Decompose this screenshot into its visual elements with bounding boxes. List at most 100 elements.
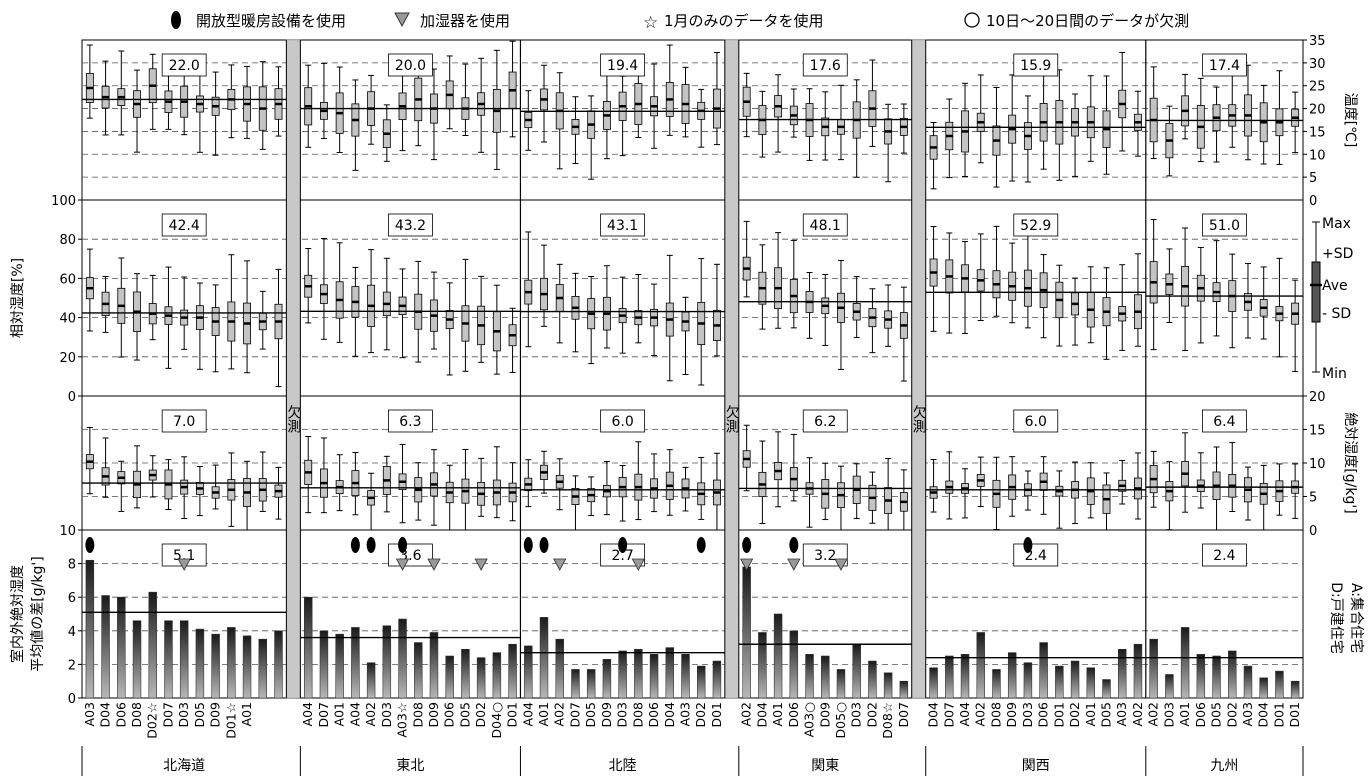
open-heater-marker <box>618 537 628 553</box>
average-label-box <box>600 53 646 77</box>
average-label: 17.4 <box>1209 58 1240 74</box>
category-label: D09 <box>208 702 223 728</box>
bar <box>1180 627 1190 699</box>
bar <box>211 633 220 699</box>
humidifier-marker <box>834 558 848 571</box>
bar <box>242 635 252 699</box>
category-label: D03 <box>1161 702 1176 728</box>
bar <box>227 627 236 699</box>
bar <box>366 662 376 699</box>
bar <box>649 654 659 699</box>
y-tick-label: 0 <box>1309 194 1317 209</box>
humidifier-marker <box>631 558 646 571</box>
open-circle-icon <box>964 12 980 28</box>
open-heater-marker <box>523 537 533 553</box>
open-heater-marker <box>539 537 549 553</box>
average-label-box <box>802 213 848 237</box>
category-label: A04 <box>347 702 362 727</box>
humidifier-marker <box>177 558 191 571</box>
bar <box>179 620 189 699</box>
y-tick-label: 6 <box>68 591 76 606</box>
region-name: 北陸 <box>609 758 637 774</box>
region-name: 東北 <box>396 758 424 774</box>
bar <box>992 669 1001 699</box>
average-label-box <box>802 409 848 433</box>
bar <box>665 647 675 699</box>
y-tick-label: 40 <box>59 312 76 327</box>
gray-down-triangle-icon <box>394 12 410 28</box>
bar <box>164 620 173 699</box>
category-label: A01 <box>770 702 785 726</box>
category-label: D01 <box>1287 702 1302 728</box>
category-label: A03 <box>82 702 97 726</box>
bar <box>1290 680 1300 699</box>
bar <box>85 559 95 699</box>
category-label: D01 <box>709 702 724 728</box>
y-tick-label: 10 <box>1309 457 1326 472</box>
y-tick-label: 5 <box>1309 491 1317 506</box>
bar <box>929 667 938 699</box>
category-label: D03 <box>176 702 191 728</box>
category-label: D05○ <box>833 702 848 739</box>
bar <box>445 655 454 699</box>
average-label-box <box>1013 409 1059 433</box>
open-heater-marker <box>350 537 360 553</box>
category-label: A03 <box>1114 702 1129 726</box>
bar <box>1212 655 1221 699</box>
category-label: A01 <box>536 702 551 726</box>
humidifier-marker <box>474 558 488 571</box>
panel-ah <box>81 395 1304 531</box>
y-axis-label-rh: 相対湿度[%] <box>10 258 26 338</box>
category-label: D08 <box>129 702 144 728</box>
category-label: D07 <box>941 702 956 728</box>
category-label: A01 <box>1083 702 1098 726</box>
average-label-box <box>1013 53 1059 77</box>
bar <box>539 617 549 699</box>
category-label: D06 <box>113 702 128 728</box>
category-label: D08 <box>630 702 645 728</box>
y-axis-label-temp: 温度[℃] <box>1342 93 1358 148</box>
boxes-temp <box>85 40 1300 190</box>
open-heater-marker <box>366 537 376 553</box>
category-label: D08☆ <box>880 702 895 739</box>
bar <box>508 643 517 699</box>
category-label: D09 <box>599 702 614 728</box>
bar <box>945 655 954 699</box>
housing-legend-d: D:戸建住宅 <box>1328 582 1344 654</box>
bar <box>821 655 830 699</box>
average-label: 43.2 <box>395 218 426 234</box>
category-label: D02☆ <box>145 702 160 739</box>
category-label: D02 <box>1224 702 1239 728</box>
average-label: 43.1 <box>607 218 638 234</box>
bar <box>303 596 313 699</box>
open-heater-marker <box>85 537 95 553</box>
bar <box>476 657 486 699</box>
average-label: 22.0 <box>169 58 200 74</box>
humidifier-marker <box>553 558 567 571</box>
bar <box>414 642 423 699</box>
category-label: D09 <box>817 702 832 728</box>
bar <box>492 652 502 699</box>
legend-humidifier: 加湿器を使用 <box>420 12 510 30</box>
y-tick-label: 0 <box>68 390 76 405</box>
region-name: 関東 <box>811 758 839 774</box>
bar <box>899 680 909 699</box>
category-label: D01☆ <box>223 702 238 739</box>
y-tick-label: 60 <box>59 272 76 287</box>
panel-diff <box>81 529 1304 699</box>
average-label-box <box>161 53 207 77</box>
bar <box>274 630 283 699</box>
category-label: D09 <box>426 702 441 728</box>
humidifier-marker <box>739 558 754 571</box>
category-label: D06 <box>442 702 457 728</box>
bar <box>148 591 157 699</box>
bar <box>1102 679 1111 699</box>
y-axis-label-diff-2: 平均値の差[g/kg'] <box>30 556 46 671</box>
bar <box>195 628 205 699</box>
category-label: D01 <box>1051 702 1066 728</box>
average-label: 15.9 <box>1020 58 1051 74</box>
bar <box>758 632 767 699</box>
boxes-rh <box>85 219 1300 388</box>
open-heater-marker <box>1023 537 1033 553</box>
average-label: 2.7 <box>611 548 633 564</box>
